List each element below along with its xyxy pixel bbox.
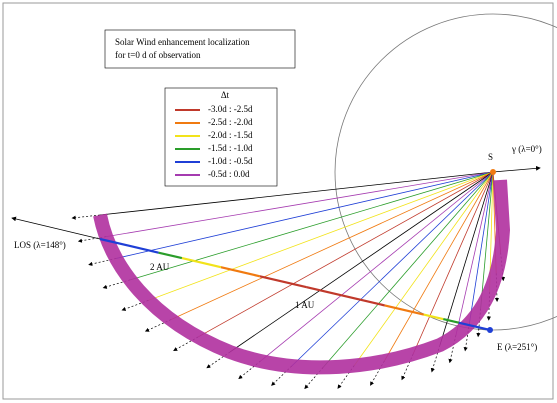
los-segment (423, 313, 444, 321)
legend-label: -1.5d : -1.0d (208, 143, 253, 153)
rays (71, 171, 506, 390)
ray (99, 171, 494, 216)
los-segment (259, 275, 307, 289)
los-segment (99, 237, 159, 254)
legend-entries: -3.0d : -2.5d -2.5d : -2.0d -2.0d : -1.5d -… (175, 104, 253, 179)
earth-label: E (λ=251°) (497, 342, 537, 352)
ray (412, 171, 494, 355)
ray (130, 171, 494, 281)
los-segment (158, 251, 183, 260)
sun-label: S (488, 152, 493, 162)
earth (487, 327, 493, 333)
sun (490, 169, 496, 175)
ray (106, 171, 494, 238)
ray (229, 171, 494, 353)
title-box (104, 29, 296, 69)
los-segment (458, 321, 491, 332)
los-arrow (11, 216, 101, 240)
au-label: 2 AU (150, 262, 170, 272)
ray (455, 171, 494, 336)
gamma-label: γ (λ=0°) (511, 144, 542, 154)
ray (384, 171, 494, 362)
ray (439, 171, 494, 346)
enhancement-band (93, 179, 511, 375)
ray (148, 171, 494, 301)
los-line (11, 216, 491, 332)
ray (260, 171, 494, 362)
los-segment (220, 266, 261, 278)
gamma-direction (492, 165, 541, 173)
los-segment (181, 257, 222, 269)
legend-header: Δt (221, 90, 230, 100)
legend-label: -3.0d : -2.5d (208, 104, 253, 114)
ray (322, 171, 494, 368)
title-line: Solar Wind enhancement localization (115, 37, 250, 47)
ray (291, 171, 494, 367)
los-segment (306, 286, 385, 307)
ray-extension (71, 214, 101, 220)
legend-label: -2.5d : -2.0d (208, 117, 253, 127)
legend-label: -0.5d : 0.0d (208, 169, 250, 179)
ray (353, 171, 494, 366)
ray (469, 171, 494, 324)
frame (2, 2, 554, 400)
los-label: LOS (λ=148°) (14, 240, 66, 250)
ray (197, 171, 494, 338)
ray (170, 171, 494, 320)
earth-orbit (334, 13, 557, 331)
ray (480, 171, 494, 309)
title-line: for t=0 d of observation (115, 50, 201, 60)
los-segment (384, 304, 424, 316)
au-label: 1 AU (295, 300, 315, 310)
los-segment (442, 318, 460, 324)
legend-label: -2.0d : -1.5d (208, 130, 253, 140)
ray (116, 171, 494, 259)
legend-label: -1.0d : -0.5d (208, 156, 253, 166)
